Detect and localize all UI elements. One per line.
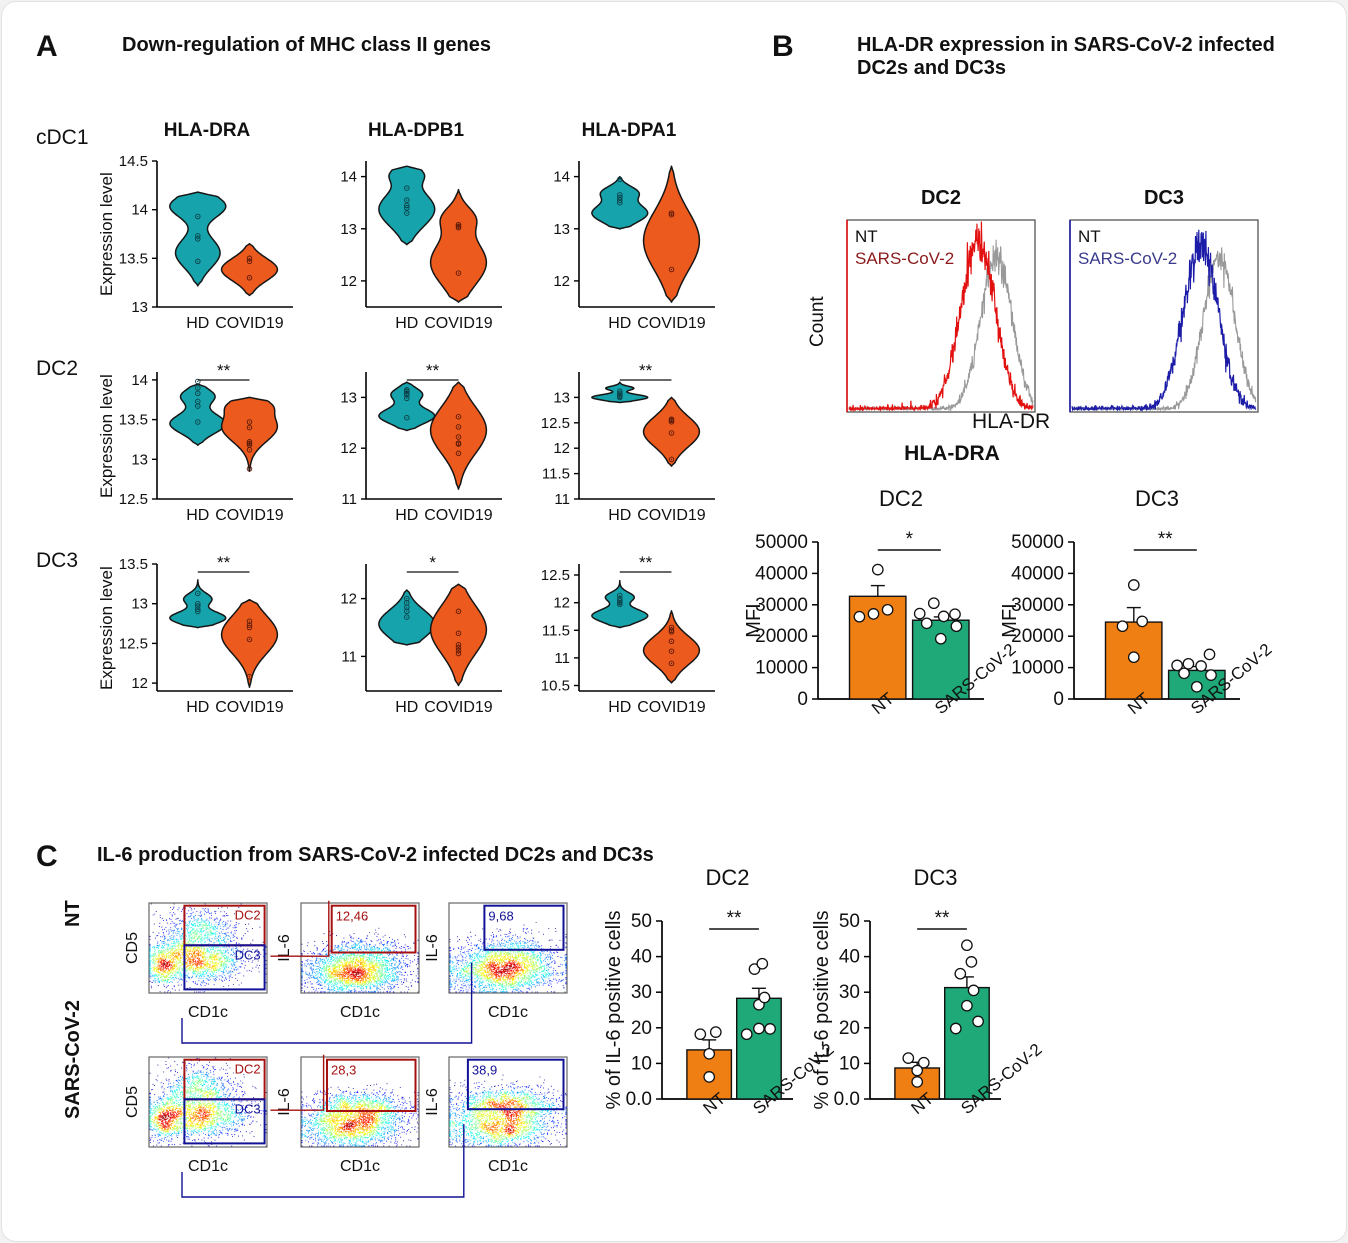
svg-text:MFI: MFI bbox=[999, 603, 1021, 637]
svg-text:40000: 40000 bbox=[755, 563, 808, 584]
svg-text:MFI: MFI bbox=[743, 603, 765, 637]
svg-text:0: 0 bbox=[1053, 689, 1064, 710]
svg-text:40000: 40000 bbox=[1011, 563, 1064, 584]
svg-text:DC3: DC3 bbox=[1135, 486, 1179, 511]
svg-text:SARS-CoV-2: SARS-CoV-2 bbox=[1078, 249, 1177, 268]
svg-text:10000: 10000 bbox=[755, 658, 808, 679]
svg-text:NT: NT bbox=[1078, 227, 1101, 246]
svg-text:SARS-CoV-2: SARS-CoV-2 bbox=[855, 249, 954, 268]
svg-text:0: 0 bbox=[797, 689, 808, 710]
svg-text:CD1c: CD1c bbox=[188, 1004, 228, 1021]
svg-text:*: * bbox=[906, 529, 914, 550]
svg-text:DC2: DC2 bbox=[921, 187, 961, 209]
svg-text:DC3: DC3 bbox=[235, 947, 261, 962]
svg-text:CD5: CD5 bbox=[124, 932, 141, 964]
svg-text:50000: 50000 bbox=[755, 532, 808, 553]
svg-text:50000: 50000 bbox=[1011, 532, 1064, 553]
svg-text:NT: NT bbox=[855, 227, 878, 246]
svg-text:DC2: DC2 bbox=[879, 486, 923, 511]
svg-text:DC3: DC3 bbox=[1144, 187, 1184, 209]
svg-text:DC2: DC2 bbox=[235, 908, 261, 923]
svg-text:**: ** bbox=[1158, 529, 1173, 550]
svg-text:10000: 10000 bbox=[1011, 658, 1064, 679]
